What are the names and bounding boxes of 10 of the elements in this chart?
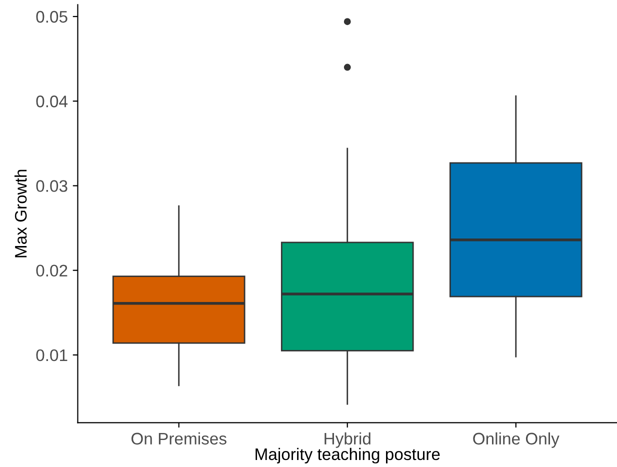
y-tick-label: 0.05 — [36, 10, 68, 23]
y-tick-label: 0.03 — [36, 180, 68, 192]
x-axis-title: Majority teaching posture — [256, 448, 440, 464]
y-tick-label: 0.02 — [36, 264, 68, 277]
x-tick-label: Online Only — [473, 432, 560, 448]
y-tick-label: 0.01 — [36, 349, 68, 362]
y-axis-title: Max Growth — [14, 170, 27, 258]
x-tick-label: Hybrid — [324, 432, 370, 448]
x-tick-label: On Premises — [131, 432, 226, 445]
y-tick-label: 0.04 — [36, 96, 68, 108]
